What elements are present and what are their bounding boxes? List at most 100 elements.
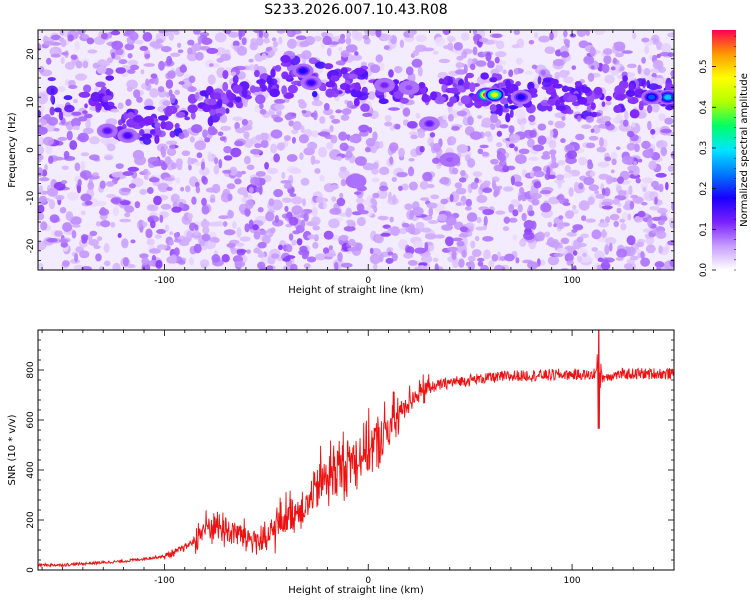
heatmap-cell [510, 175, 515, 186]
heatmap-cell [575, 133, 585, 141]
heatmap-cell [572, 224, 584, 231]
heatmap-cell [243, 100, 248, 108]
heatmap-cell [656, 230, 667, 239]
heatmap-cell [476, 194, 488, 203]
heatmap-cell [432, 143, 442, 153]
heatmap-cell [273, 98, 286, 104]
heatmap-cell [636, 108, 647, 113]
heatmap-cell [430, 91, 438, 101]
heatmap-cell [324, 252, 337, 257]
heatmap-cell [70, 54, 78, 60]
heatmap-cell [283, 74, 293, 80]
heatmap-cell [556, 247, 567, 254]
heatmap-peaks [96, 63, 674, 189]
heatmap-cell [282, 257, 291, 262]
heatmap-cell [38, 110, 41, 118]
heatmap-cell [89, 230, 98, 237]
heatmap-cell [651, 103, 660, 113]
heatmap-cell [216, 113, 223, 117]
heatmap-cell [84, 103, 88, 109]
heatmap-cell [414, 266, 419, 270]
heatmap-cell [508, 203, 515, 213]
heatmap-cell [398, 185, 403, 191]
heatmap-cell [581, 257, 593, 263]
heatmap-cell [211, 183, 221, 194]
heatmap-cell [268, 198, 275, 207]
heatmap-cell [259, 229, 267, 236]
heatmap-cell [223, 145, 232, 154]
heatmap-cell [371, 177, 380, 183]
heatmap-cell [288, 216, 299, 226]
heatmap-cell [307, 141, 318, 151]
heatmap-cell [351, 30, 359, 40]
heatmap-cell [96, 102, 102, 111]
heatmap-cell [235, 242, 245, 247]
heatmap-cell [515, 57, 523, 65]
heatmap-cell [287, 30, 292, 37]
heatmap-cell [95, 253, 102, 262]
heatmap-cell [43, 40, 55, 46]
heatmap-cell [353, 98, 360, 107]
heatmap-cell [385, 257, 394, 264]
heatmap-cell [473, 30, 478, 36]
heatmap-cell [346, 100, 354, 109]
heatmap-cell [409, 212, 414, 220]
heatmap-cell [272, 219, 284, 227]
heatmap-cell [117, 233, 122, 239]
heatmap-peak [648, 94, 656, 100]
heatmap-cell [226, 242, 236, 248]
heatmap-cell [641, 177, 653, 184]
heatmap-cell [264, 161, 269, 170]
heatmap-cell [173, 238, 182, 243]
heatmap-cell [594, 250, 605, 260]
heatmap-cell [278, 36, 283, 45]
heatmap-cell [408, 131, 419, 136]
heatmap-cell [608, 242, 613, 252]
heatmap-cell [325, 81, 336, 88]
heatmap-cell [175, 111, 186, 118]
heatmap-cell [626, 63, 637, 69]
heatmap-cell [391, 194, 397, 205]
heatmap-cell [657, 207, 668, 214]
heatmap-cell [180, 186, 185, 192]
heatmap-cell [498, 153, 506, 163]
heatmap-cell [412, 240, 424, 249]
heatmap-cell [667, 32, 674, 38]
heatmap-cell [188, 75, 196, 84]
heatmap-cell [514, 109, 526, 120]
heatmap-cell [257, 252, 265, 258]
heatmap-cell [448, 87, 459, 94]
heatmap-cell [253, 247, 261, 254]
heatmap-cell [60, 180, 68, 185]
heatmap-cell [627, 213, 632, 221]
heatmap-cell [359, 79, 366, 85]
heatmap-cell [521, 212, 527, 222]
heatmap-cell [567, 94, 578, 103]
heatmap-cell [133, 89, 141, 99]
heatmap-cell [553, 223, 558, 228]
heatmap-cell [291, 136, 297, 144]
heatmap-cell [593, 86, 603, 96]
heatmap-cell [558, 194, 565, 205]
heatmap-cell [50, 94, 55, 103]
heatmap-cell [57, 136, 68, 142]
heatmap-cell [411, 58, 423, 68]
heatmap-cell [555, 174, 565, 181]
heatmap-cell [86, 37, 95, 45]
heatmap-cell [640, 251, 645, 259]
heatmap-cell [254, 143, 262, 149]
heatmap-cell [328, 245, 333, 251]
heatmap-cell [424, 233, 437, 240]
heatmap-cell [434, 263, 439, 270]
heatmap-cell [564, 164, 571, 173]
heatmap-cell [415, 221, 425, 230]
heatmap-cell [513, 30, 520, 36]
heatmap-cell [202, 226, 210, 235]
snr-line [38, 330, 674, 569]
heatmap-cell [641, 201, 648, 206]
heatmap-cell [54, 230, 63, 237]
heatmap-cell [414, 247, 427, 254]
y-tick-label: 600 [26, 411, 36, 428]
heatmap-cell [134, 201, 141, 209]
heatmap-cell [339, 142, 349, 152]
